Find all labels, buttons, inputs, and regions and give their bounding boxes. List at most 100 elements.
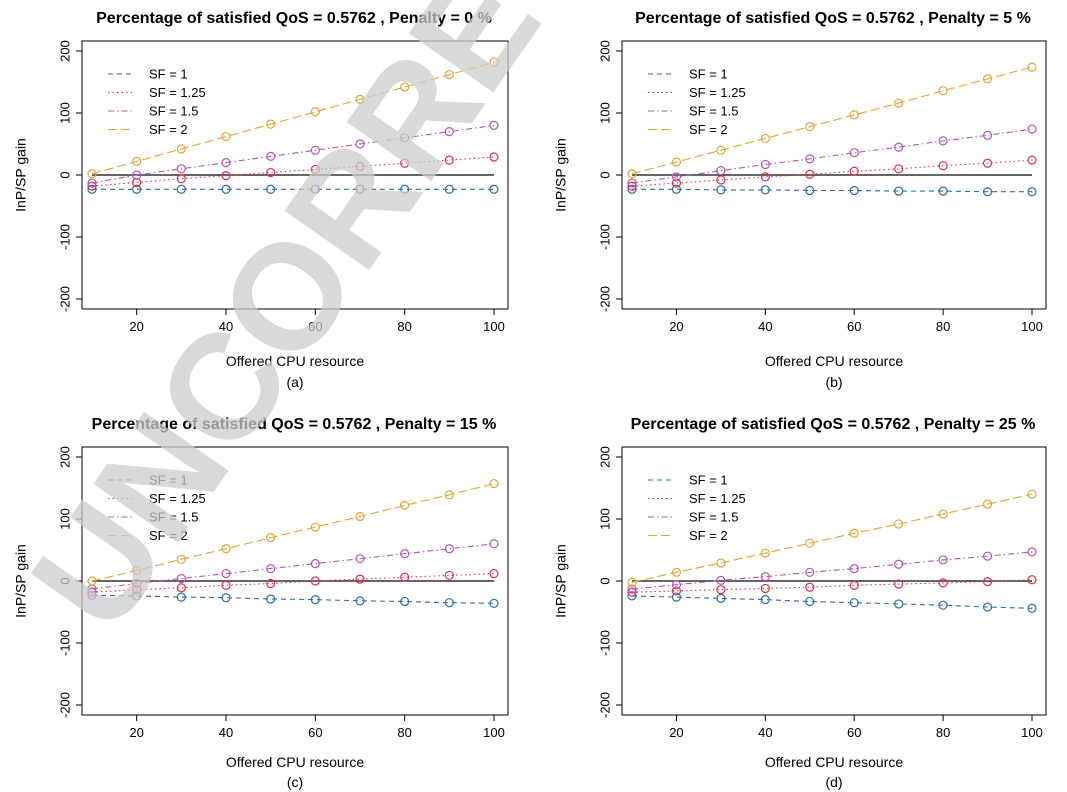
data-point <box>982 602 993 612</box>
data-point <box>221 544 231 554</box>
chart-title: Percentage of satisfied QoS = 0.5762 , P… <box>635 10 1031 27</box>
chart-title: Percentage of satisfied QoS = 0.5762 , P… <box>631 416 1036 433</box>
data-point <box>671 586 682 596</box>
data-point <box>671 580 682 590</box>
legend-label: SF = 1 <box>689 67 728 82</box>
data-point <box>489 120 499 131</box>
data-point <box>400 82 410 92</box>
y-tick-label: -200 <box>597 692 612 718</box>
x-tick-label: 100 <box>1021 725 1043 740</box>
y-tick-label: 100 <box>597 508 612 530</box>
data-point <box>671 178 682 188</box>
legend-label: SF = 1.25 <box>689 491 746 506</box>
data-point <box>982 187 993 197</box>
data-point <box>849 598 859 608</box>
data-point <box>805 169 815 179</box>
data-point <box>87 184 97 194</box>
data-point <box>805 582 815 592</box>
data-point <box>805 596 815 607</box>
x-tick-label: 100 <box>1021 319 1043 334</box>
series-line <box>91 61 495 175</box>
data-point <box>132 565 142 576</box>
data-point <box>221 131 231 142</box>
data-point <box>355 596 365 606</box>
x-tick-label: 40 <box>219 319 233 334</box>
data-point <box>266 119 276 129</box>
series-line <box>91 483 495 582</box>
x-tick-label: 60 <box>847 725 861 740</box>
data-point <box>310 184 320 194</box>
x-tick-label: 100 <box>483 725 505 740</box>
data-point <box>938 509 948 519</box>
series-line <box>631 551 1033 590</box>
data-point <box>1027 62 1037 72</box>
data-point <box>489 568 499 579</box>
x-axis-label: Offered CPU resource <box>226 754 364 770</box>
data-point <box>627 587 637 597</box>
data-point <box>400 572 410 582</box>
series-line <box>632 188 1032 193</box>
panel-sublabel: (c) <box>287 774 303 790</box>
data-point <box>176 583 186 593</box>
data-point <box>444 598 454 608</box>
data-point <box>266 167 276 178</box>
panels: Percentage of satisfied QoS = 0.5762 , P… <box>13 10 1047 790</box>
x-axis-label: Offered CPU resource <box>226 353 364 369</box>
legend-label: SF = 1.25 <box>149 85 206 100</box>
data-point <box>444 570 454 581</box>
chart-panel: Percentage of satisfied QoS = 0.5762 , P… <box>553 10 1047 390</box>
data-point <box>805 567 815 577</box>
data-point <box>716 185 726 195</box>
x-tick-label: 60 <box>308 725 322 740</box>
data-point <box>849 580 859 590</box>
legend-label: SF = 1.5 <box>149 104 199 119</box>
x-tick-label: 80 <box>397 725 411 740</box>
x-tick-label: 40 <box>758 725 772 740</box>
data-point <box>716 593 726 603</box>
y-axis-label: InP/SP gain <box>13 138 29 212</box>
y-tick-label: 200 <box>597 446 612 468</box>
data-point <box>489 598 499 608</box>
data-point <box>87 178 97 188</box>
data-point <box>982 74 993 84</box>
data-point <box>176 592 186 602</box>
data-point <box>221 593 231 603</box>
y-tick-label: -200 <box>57 286 72 312</box>
series-line <box>631 595 1033 609</box>
data-point <box>355 94 365 104</box>
y-tick-label: 200 <box>57 446 72 468</box>
data-point <box>176 554 186 564</box>
data-point <box>716 585 726 595</box>
data-point <box>760 583 770 594</box>
y-tick-label: 200 <box>57 40 72 62</box>
y-tick-label: 0 <box>597 577 612 584</box>
data-point <box>444 544 454 554</box>
x-tick-label: 100 <box>483 319 505 334</box>
series-line <box>631 159 1033 187</box>
legend-label: SF = 1.5 <box>149 510 199 525</box>
data-point <box>132 585 142 595</box>
data-point <box>716 175 726 185</box>
data-point <box>627 178 637 188</box>
data-point <box>805 122 815 132</box>
x-tick-label: 20 <box>129 319 143 334</box>
data-point <box>1027 187 1037 197</box>
data-point <box>221 580 231 590</box>
x-tick-label: 80 <box>397 319 411 334</box>
legend-label: SF = 2 <box>149 528 188 543</box>
chart-title: Percentage of satisfied QoS = 0.5762 , P… <box>92 416 497 433</box>
data-point <box>894 599 904 609</box>
data-point <box>894 142 904 152</box>
data-point <box>716 145 726 155</box>
y-tick-label: 0 <box>57 577 72 584</box>
data-point <box>938 600 948 610</box>
data-point <box>716 166 726 176</box>
data-point <box>760 172 770 182</box>
data-point <box>310 164 320 175</box>
y-tick-label: -100 <box>597 224 612 250</box>
data-point <box>982 551 993 561</box>
data-point <box>671 567 682 577</box>
y-tick-label: -100 <box>57 630 72 656</box>
y-tick-label: -100 <box>57 224 72 250</box>
